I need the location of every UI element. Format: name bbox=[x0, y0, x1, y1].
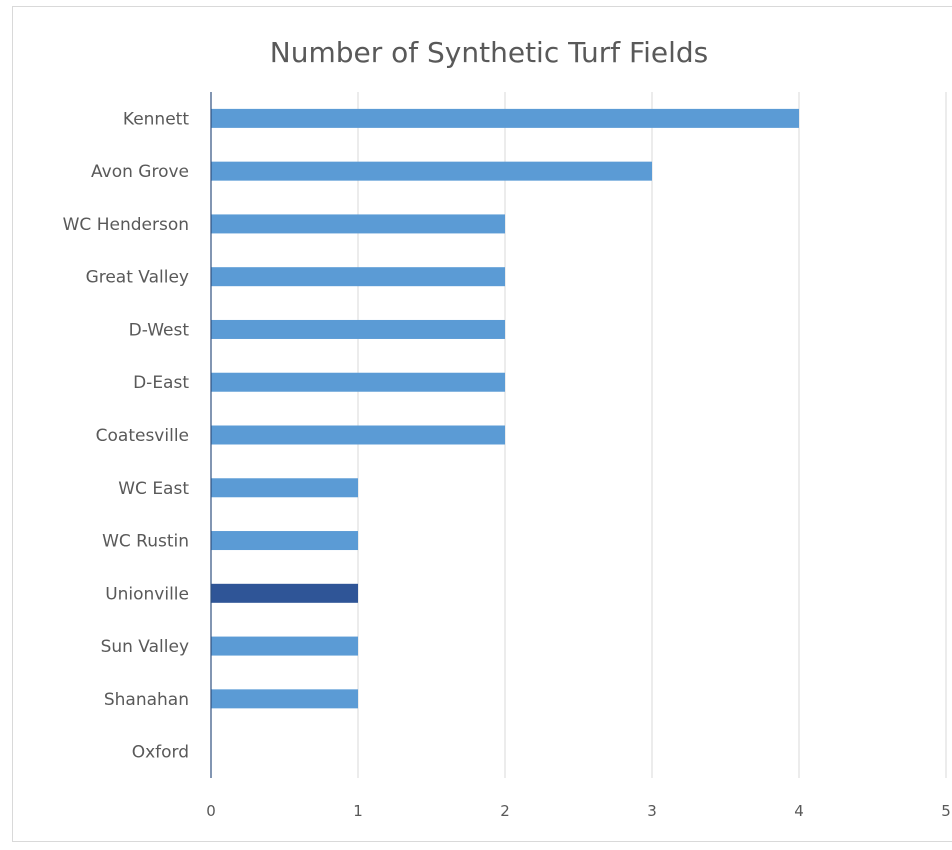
category-label: Shanahan bbox=[104, 690, 189, 710]
chart-title: Number of Synthetic Turf Fields bbox=[270, 36, 708, 69]
category-label: Oxford bbox=[132, 743, 189, 763]
category-label: Great Valley bbox=[86, 268, 189, 288]
bar bbox=[211, 108, 799, 128]
x-tick-label: 5 bbox=[941, 802, 951, 820]
category-label: D-West bbox=[129, 320, 190, 340]
bar bbox=[211, 689, 358, 709]
bar bbox=[211, 267, 505, 287]
bar bbox=[211, 161, 652, 181]
category-label: WC East bbox=[118, 479, 189, 499]
x-tick-labels: 0 1 2 3 4 5 bbox=[206, 802, 951, 820]
category-label: Avon Grove bbox=[91, 162, 189, 182]
x-tick-label: 1 bbox=[353, 802, 363, 820]
bar bbox=[211, 583, 358, 603]
category-label: Kennett bbox=[123, 109, 189, 129]
category-label: WC Henderson bbox=[63, 215, 189, 235]
bar bbox=[211, 372, 505, 392]
category-label: Sun Valley bbox=[101, 637, 189, 657]
bar bbox=[211, 214, 505, 234]
category-label: Unionville bbox=[105, 584, 189, 604]
category-label: WC Rustin bbox=[102, 532, 189, 552]
bars bbox=[211, 108, 799, 709]
x-tick-label: 0 bbox=[206, 802, 216, 820]
bar bbox=[211, 319, 505, 339]
category-labels: Kennett Avon Grove WC Henderson Great Valle… bbox=[63, 109, 190, 762]
chart-frame bbox=[12, 6, 952, 842]
bar bbox=[211, 531, 358, 551]
bar bbox=[211, 425, 505, 445]
x-tick-label: 4 bbox=[794, 802, 804, 820]
x-tick-label: 3 bbox=[647, 802, 657, 820]
category-label: D-East bbox=[133, 373, 189, 393]
bar bbox=[211, 478, 358, 498]
bar bbox=[211, 636, 358, 656]
category-label: Coatesville bbox=[96, 426, 189, 446]
x-tick-label: 2 bbox=[500, 802, 510, 820]
